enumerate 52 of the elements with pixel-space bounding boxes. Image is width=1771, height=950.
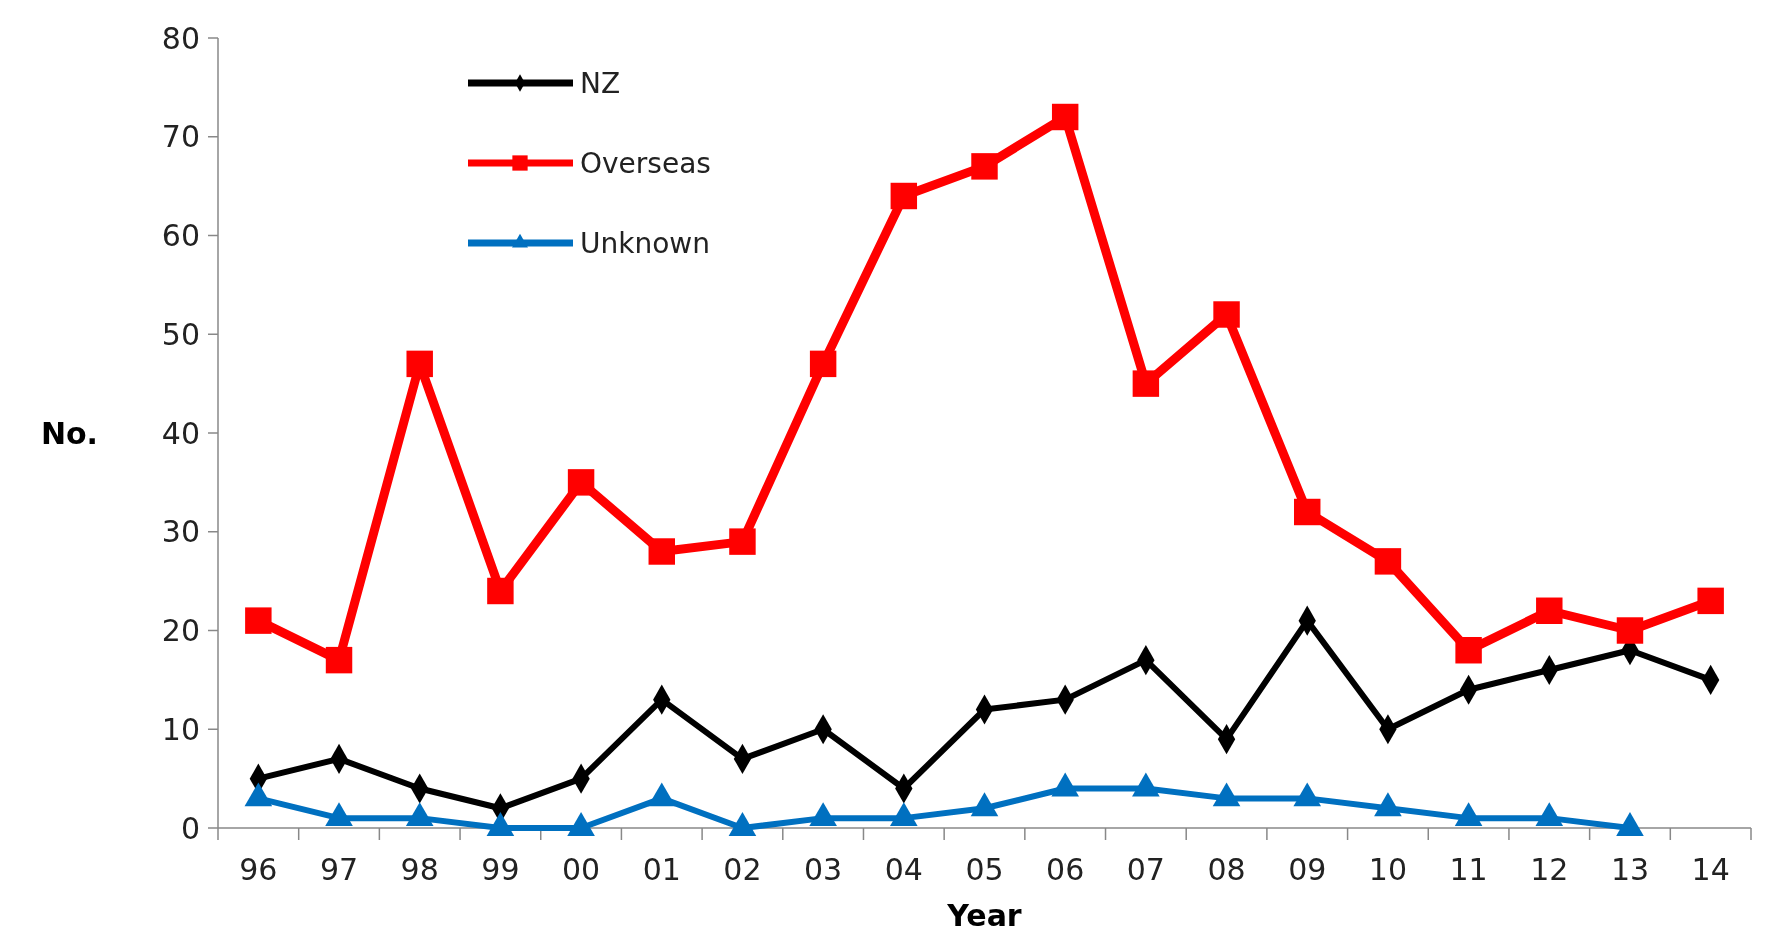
point: [1616, 617, 1644, 644]
point: [325, 646, 353, 674]
x-tick-label: 11: [1449, 852, 1488, 887]
x-tick-label: 01: [642, 852, 681, 887]
x-tick-label: 12: [1530, 852, 1569, 887]
y-tick-label: 10: [161, 711, 200, 747]
point: [487, 577, 514, 605]
point: [1697, 587, 1724, 615]
point: [406, 350, 433, 378]
point: [567, 469, 595, 496]
y-tick-label: 0: [180, 810, 200, 846]
y-axis-title: No.: [40, 415, 98, 451]
point: [809, 350, 837, 378]
point: [245, 607, 272, 634]
x-axis-title: Year: [946, 898, 1022, 933]
x-tick-label: 02: [723, 852, 762, 887]
x-tick-label: 10: [1368, 852, 1408, 887]
y-tick-label: 40: [161, 415, 200, 451]
y-tick-label: 20: [161, 613, 200, 648]
y-tick-label: 70: [161, 119, 200, 155]
point: [1455, 637, 1482, 664]
point: [890, 182, 918, 210]
point: [729, 528, 756, 555]
x-tick-label: 04: [884, 852, 923, 887]
y-tick-label: 60: [161, 218, 200, 253]
x-tick-label: 07: [1126, 852, 1165, 887]
legend-label: Overseas: [580, 146, 711, 180]
point: [1374, 548, 1402, 575]
x-tick-label: 96: [239, 852, 278, 887]
y-tick-label: 30: [161, 514, 200, 550]
point: [648, 538, 675, 565]
x-tick-label: 13: [1610, 852, 1650, 887]
legend-label: Unknown: [580, 226, 710, 260]
x-tick-label: 08: [1207, 852, 1246, 887]
point: [1213, 301, 1240, 328]
x-tick-label: 97: [319, 852, 359, 887]
x-tick-label: 09: [1288, 852, 1327, 887]
point: [1132, 370, 1160, 397]
legend-label: NZ: [580, 66, 621, 100]
x-tick-label: 06: [1046, 852, 1085, 887]
point: [1051, 103, 1079, 131]
point: [1536, 597, 1563, 624]
x-tick-label: 14: [1691, 852, 1730, 887]
x-tick-label: 99: [481, 852, 520, 887]
y-tick-label: 50: [161, 316, 200, 352]
x-tick-label: 00: [561, 852, 601, 887]
point: [1294, 498, 1321, 526]
y-tick-label: 80: [161, 20, 200, 56]
x-tick-label: 03: [804, 852, 843, 887]
x-tick-label: 05: [965, 852, 1004, 887]
point: [971, 153, 998, 180]
x-tick-label: 98: [400, 852, 439, 887]
